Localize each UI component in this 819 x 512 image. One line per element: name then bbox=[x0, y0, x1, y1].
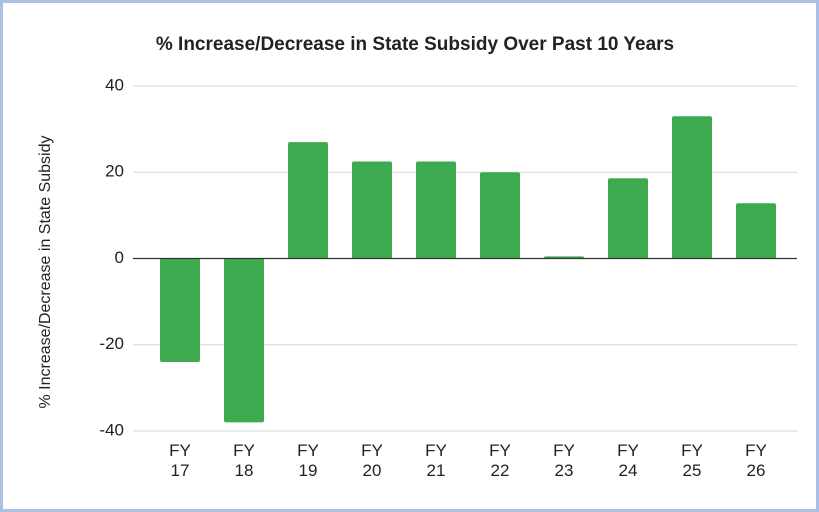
x-tick-label: FY 24 bbox=[617, 441, 639, 480]
y-axis-label: % Increase/Decrease in State Subsidy bbox=[37, 135, 54, 408]
bar bbox=[736, 203, 776, 259]
y-tick-label: 0 bbox=[115, 248, 124, 267]
x-tick-label: FY 26 bbox=[745, 441, 767, 480]
x-tick-label: FY 23 bbox=[553, 441, 575, 480]
bar bbox=[672, 116, 712, 259]
bar bbox=[416, 161, 456, 259]
bar bbox=[480, 172, 520, 259]
x-tick-label: FY 22 bbox=[489, 441, 511, 480]
bar bbox=[288, 142, 328, 259]
x-tick-label: FY 17 bbox=[169, 441, 191, 480]
y-tick-label: 20 bbox=[105, 162, 124, 181]
y-tick-label: 40 bbox=[105, 75, 124, 94]
x-tick-label: FY 25 bbox=[681, 441, 703, 480]
bar bbox=[160, 258, 200, 362]
bar bbox=[608, 178, 648, 259]
bar bbox=[352, 161, 392, 259]
x-tick-label: FY 18 bbox=[233, 441, 255, 480]
y-tick-label: -40 bbox=[99, 420, 124, 439]
chart-title: % Increase/Decrease in State Subsidy Ove… bbox=[156, 34, 674, 55]
x-tick-label: FY 20 bbox=[361, 441, 383, 480]
x-tick-label: FY 19 bbox=[297, 441, 319, 480]
y-tick-label: -20 bbox=[99, 334, 124, 353]
bar bbox=[224, 258, 264, 423]
x-tick-label: FY 21 bbox=[425, 441, 447, 480]
